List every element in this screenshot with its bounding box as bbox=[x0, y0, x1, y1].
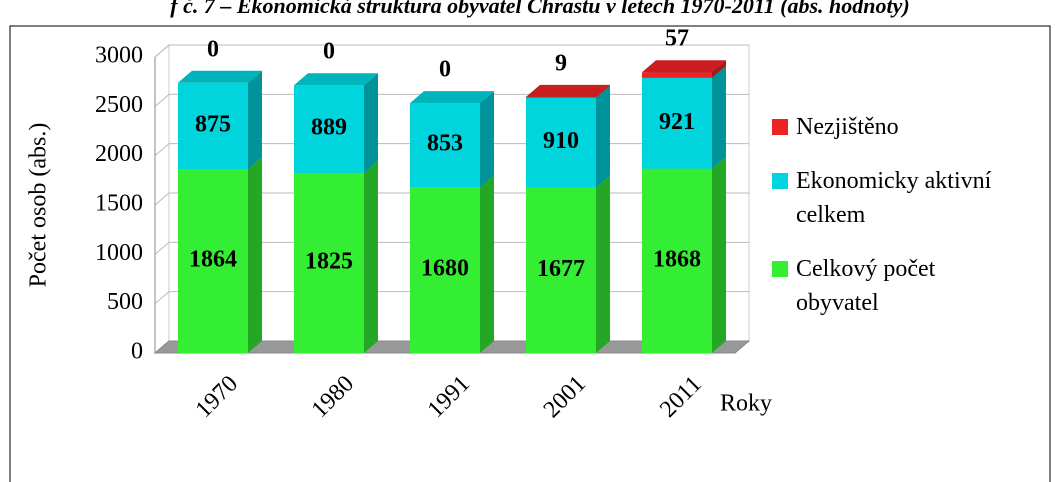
data-label: 1868 bbox=[653, 246, 701, 272]
data-label: 0 bbox=[207, 36, 219, 62]
y-tick-label: 2000 bbox=[95, 141, 143, 167]
x-tick-label: 1991 bbox=[423, 371, 475, 423]
legend-item: Nezjištěno bbox=[770, 110, 1000, 144]
bar-top bbox=[410, 91, 494, 104]
bar-side bbox=[596, 84, 610, 98]
x-tick-label: 1970 bbox=[191, 371, 243, 423]
legend-swatch bbox=[772, 261, 788, 277]
bar-side bbox=[364, 73, 378, 173]
bar-side bbox=[248, 70, 262, 170]
bar bbox=[294, 85, 364, 173]
bar-top bbox=[294, 73, 378, 86]
bar-top bbox=[526, 84, 610, 97]
legend-swatch bbox=[772, 119, 788, 135]
bar bbox=[526, 97, 596, 188]
data-label: 0 bbox=[439, 57, 451, 83]
bar bbox=[178, 82, 248, 170]
data-label: 1825 bbox=[305, 248, 353, 274]
data-label: 889 bbox=[311, 115, 347, 141]
bar bbox=[294, 172, 364, 353]
bar bbox=[642, 72, 712, 78]
legend-label: Ekonomicky aktivní celkem bbox=[796, 168, 992, 228]
legend: Nezjištěno Ekonomicky aktivní celkem Celko… bbox=[770, 110, 1000, 340]
bar bbox=[642, 77, 712, 169]
y-axis-label: Počet osob (abs.) bbox=[26, 123, 52, 288]
data-label: 9 bbox=[555, 50, 567, 76]
bar bbox=[178, 169, 248, 353]
x-tick-label: 2001 bbox=[539, 371, 591, 423]
bar-top bbox=[178, 70, 262, 83]
legend-item: Ekonomicky aktivní celkem bbox=[770, 164, 1000, 232]
bar bbox=[526, 187, 596, 353]
y-tick-label: 1000 bbox=[95, 240, 143, 266]
data-label: 57 bbox=[665, 26, 689, 52]
data-label: 875 bbox=[195, 111, 231, 137]
chart-title: f č. 7 – Ekonomická struktura obyvatel C… bbox=[170, 0, 909, 18]
bar bbox=[410, 103, 480, 188]
bar bbox=[642, 168, 712, 353]
data-label: 921 bbox=[659, 109, 695, 135]
bar-side bbox=[596, 85, 610, 188]
x-axis-label: Roky bbox=[720, 391, 772, 417]
bar-side bbox=[712, 60, 726, 78]
data-label: 1677 bbox=[537, 256, 585, 282]
bar bbox=[410, 187, 480, 353]
bar bbox=[526, 96, 596, 98]
data-label: 0 bbox=[323, 39, 335, 65]
y-tick-label: 0 bbox=[131, 339, 143, 365]
legend-label: Nezjištěno bbox=[796, 114, 899, 140]
x-tick-label: 2011 bbox=[655, 371, 707, 423]
y-tick-label: 1500 bbox=[95, 191, 143, 217]
grid-line bbox=[154, 44, 749, 58]
bar-side bbox=[364, 160, 378, 353]
chart-border bbox=[9, 25, 1051, 482]
data-label: 1864 bbox=[189, 247, 237, 273]
bar-top bbox=[642, 60, 726, 73]
bar-side bbox=[248, 157, 262, 353]
legend-item: Celkový počet obyvatel bbox=[770, 252, 1000, 320]
y-tick-label: 3000 bbox=[95, 43, 143, 69]
data-label: 853 bbox=[427, 131, 463, 157]
y-tick-label: 2500 bbox=[95, 92, 143, 118]
bar-side bbox=[480, 175, 494, 353]
legend-label: Celkový počet obyvatel bbox=[796, 256, 936, 316]
y-tick-label: 500 bbox=[107, 289, 143, 315]
data-label: 1680 bbox=[421, 256, 469, 282]
bar-side bbox=[712, 156, 726, 353]
bar-side bbox=[712, 65, 726, 169]
legend-swatch bbox=[772, 173, 788, 189]
bar-side bbox=[480, 91, 494, 188]
bar-side bbox=[596, 175, 610, 353]
data-label: 910 bbox=[543, 128, 579, 154]
x-tick-label: 1980 bbox=[307, 371, 359, 423]
